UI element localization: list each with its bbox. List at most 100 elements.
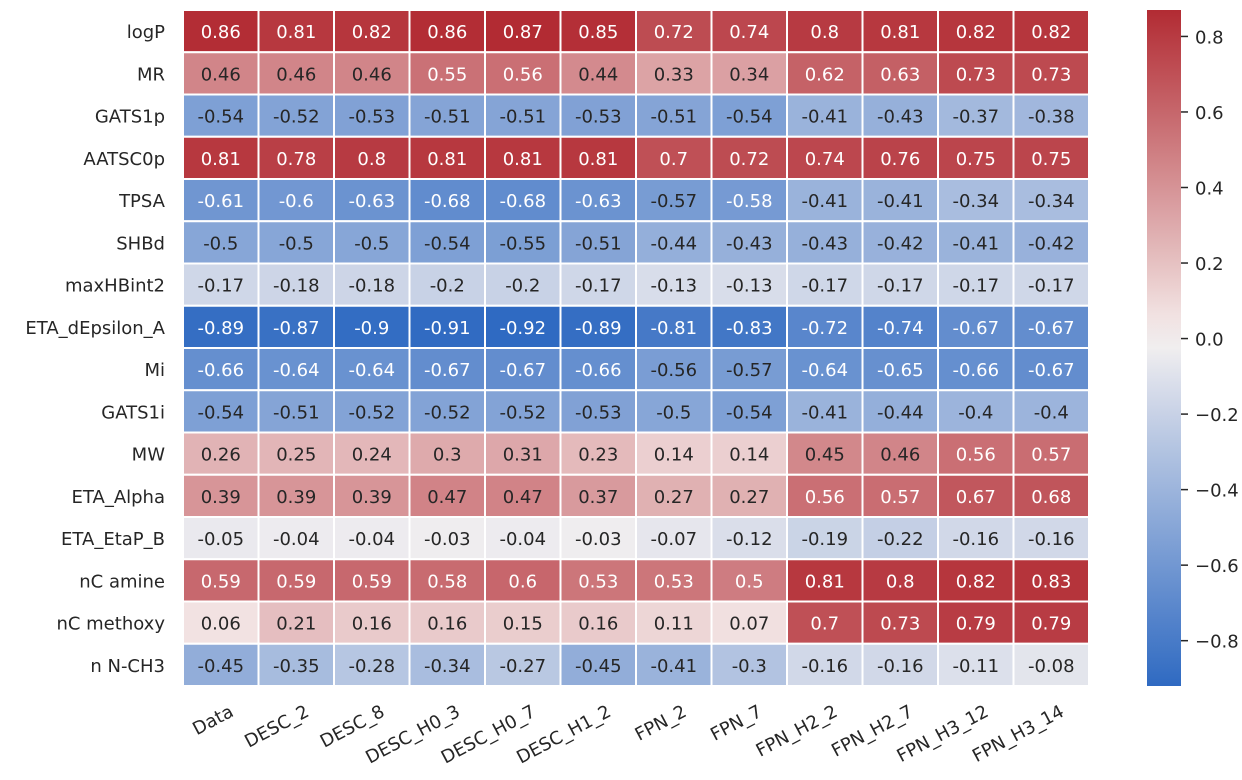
cell-value-label: -0.41 [801,191,848,212]
cell-value-label: 0.39 [201,487,241,508]
cell-value-label: 0.79 [956,614,996,635]
cell-value-label: -0.16 [1028,529,1075,550]
cell-value-label: 0.25 [276,445,316,466]
cell-value-label: -0.51 [575,233,622,254]
heatmap-cell [182,304,260,349]
cell-value-label: -0.64 [801,360,848,381]
cell-value-label: -0.54 [197,402,244,423]
cell-value-label: 0.44 [578,64,618,85]
row-label-mw: MW [132,445,166,466]
heatmap-cell [484,516,562,561]
heatmap-cell [408,347,486,392]
heatmap-cell [484,51,562,96]
cell-value-label: 0.73 [956,64,996,85]
heatmap-cell [937,473,1015,518]
cell-value-label: -0.63 [348,191,395,212]
colorbar-tick-label: 0.8 [1195,27,1224,48]
cell-value-label: 0.82 [956,571,996,592]
cell-value-label: 0.34 [729,64,769,85]
cell-value-label: -0.51 [650,107,697,128]
colorbar-tick-label: −0.2 [1195,405,1239,426]
row-label-mi: Mi [144,360,165,381]
cell-value-label: -0.43 [877,107,924,128]
cell-value-label: 0.46 [352,64,392,85]
heatmap-cell [182,473,260,518]
cell-value-label: 0.56 [805,487,845,508]
heatmap-cell [333,347,411,392]
cell-value-label: 0.46 [880,445,920,466]
heatmap-cell [257,642,335,687]
heatmap-cell [710,9,788,54]
row-label-nc-methoxy: nC methoxy [56,614,165,635]
cell-value-label: -0.4 [958,402,993,423]
row-label-logp: logP [127,22,165,43]
heatmap-cell [635,516,713,561]
cell-value-label: -0.67 [952,318,999,339]
cell-value-label: 0.79 [1031,614,1071,635]
cell-value-label: -0.57 [650,191,697,212]
cell-value-label: 0.76 [880,149,920,170]
cell-value-label: 0.27 [729,487,769,508]
cell-value-label: 0.75 [956,149,996,170]
heatmap-cell [937,178,1015,223]
heatmap-cell [257,93,335,138]
heatmap-cell [1012,51,1090,96]
heatmap-cell [484,431,562,476]
cell-value-label: -0.27 [499,656,546,677]
heatmap-cell [1012,431,1090,476]
cell-value-label: 0.82 [352,22,392,43]
cell-value-label: 0.86 [427,22,467,43]
colorbar-tick-label: −0.6 [1195,556,1239,577]
cell-value-label: 0.7 [810,614,839,635]
heatmap-cell [257,51,335,96]
cell-value-label: -0.2 [505,276,540,297]
heatmap-cell [182,178,260,223]
cell-value-label: -0.17 [952,276,999,297]
cell-value-label: 0.75 [1031,149,1071,170]
cell-value-label: 0.26 [201,445,241,466]
cell-value-label: -0.54 [726,402,773,423]
row-label-aatsc0p: AATSC0p [83,149,165,170]
cell-value-label: -0.63 [575,191,622,212]
heatmap-cell [635,51,713,96]
heatmap-cell [333,642,411,687]
cell-value-label: -0.04 [273,529,320,550]
cell-value-label: -0.5 [203,233,238,254]
heatmap-cell [559,642,637,687]
cell-value-label: -0.45 [575,656,622,677]
cell-value-label: -0.11 [952,656,999,677]
cell-value-label: 0.58 [427,571,467,592]
heatmap-cell [710,304,788,349]
cell-value-label: -0.13 [726,276,773,297]
cell-value-label: 0.74 [729,22,769,43]
heatmap-cell [182,93,260,138]
cell-value-label: 0.8 [357,149,386,170]
heatmap-cell [182,431,260,476]
cell-value-label: -0.83 [726,318,773,339]
cell-value-label: -0.41 [801,402,848,423]
cell-value-label: -0.3 [732,656,767,677]
cell-value-label: -0.53 [575,402,622,423]
cell-value-label: 0.31 [503,445,543,466]
cell-value-label: -0.5 [279,233,314,254]
cell-value-label: 0.72 [729,149,769,170]
heatmap-cell [937,558,1015,603]
cell-value-label: -0.18 [273,276,320,297]
cell-value-label: -0.74 [877,318,924,339]
heatmap-cell [937,347,1015,392]
cell-value-label: -0.04 [348,529,395,550]
cell-value-label: -0.54 [726,107,773,128]
heatmap-cell [861,558,939,603]
cell-value-label: -0.5 [354,233,389,254]
cell-value-label: -0.35 [273,656,320,677]
heatmap-cell [635,347,713,392]
heatmap-cell [408,220,486,265]
heatmap-cell [559,600,637,645]
cell-value-label: -0.22 [877,529,924,550]
cell-value-label: -0.81 [650,318,697,339]
cell-value-label: -0.34 [952,191,999,212]
heatmap-cell [257,431,335,476]
cell-value-label: -0.44 [650,233,697,254]
heatmap-cell [937,51,1015,96]
heatmap-cell [408,516,486,561]
